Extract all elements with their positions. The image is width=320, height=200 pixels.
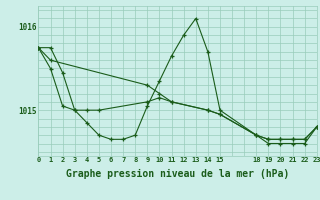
X-axis label: Graphe pression niveau de la mer (hPa): Graphe pression niveau de la mer (hPa) bbox=[66, 169, 289, 179]
